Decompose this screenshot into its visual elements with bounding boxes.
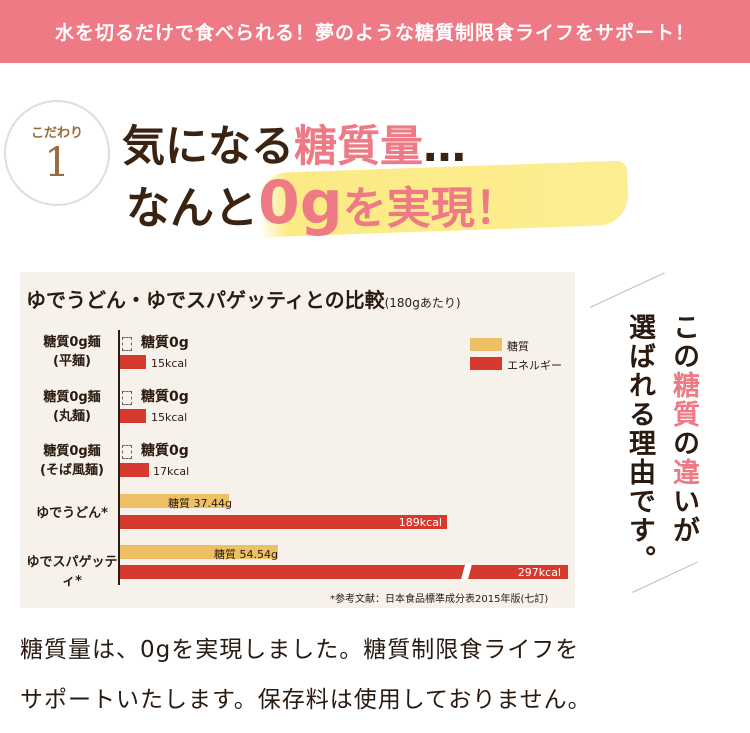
bar-energy-soba xyxy=(120,463,150,477)
chart-panel xyxy=(20,272,575,608)
side-text-pink: 糖質 xyxy=(668,371,699,429)
zero-sugar-text-1: 糖質0g xyxy=(141,389,189,405)
zero-sugar-box-1 xyxy=(122,391,132,405)
legend-sugar: 糖質 xyxy=(507,340,529,353)
headline-line2: なんと0gを実現！ xyxy=(126,168,519,238)
side-text-a: この xyxy=(668,313,699,371)
zero-sugar-label-0: 糖質0g xyxy=(141,332,189,352)
row-label-flat: 糖質0g麺 (平麺) xyxy=(43,335,101,369)
divider-line-top xyxy=(590,272,665,308)
zero-sugar-box-2 xyxy=(122,445,132,459)
bar-sugar-udon xyxy=(120,494,229,508)
sugar-label-udon: 糖質 37.44g xyxy=(168,497,232,510)
row-label-round: 糖質0g麺 (丸麺) xyxy=(43,390,101,424)
zero-sugar-label-2: 糖質0g xyxy=(141,440,189,460)
headline-text-2: なんと xyxy=(126,183,258,234)
chart-axis xyxy=(118,330,120,585)
banner-text: 水を切るだけで食べられる！夢のような糖質制限食ライフをサポート！ xyxy=(54,22,695,44)
headline-text: 気になる xyxy=(122,122,294,172)
zero-sugar-box-0 xyxy=(122,337,132,351)
body-text-line2: サポートいたします。保存料は使用しておりません。 xyxy=(20,687,592,713)
zero-sugar-text-0: 糖質0g xyxy=(141,335,189,351)
sugar-label-spaghetti: 糖質 54.54g xyxy=(214,548,278,561)
kcal-label-spaghetti: 297kcal xyxy=(517,566,561,579)
headline-zero-g: 0g xyxy=(258,168,343,238)
kcal-label-udon: 189kcal xyxy=(398,516,442,529)
feature-badge: こだわり 1 xyxy=(4,100,110,206)
bar-sugar-spaghetti xyxy=(120,545,279,559)
row-label-udon: ゆでうどん* xyxy=(36,506,108,521)
badge-number: 1 xyxy=(44,140,70,186)
side-text-pink-2: 違 xyxy=(668,458,699,487)
body-text-line1: 糖質量は、0gを実現しました。糖質制限食ライフを xyxy=(20,637,580,663)
bar-energy-spaghetti xyxy=(120,565,568,579)
kcal-label-flat: 15kcal xyxy=(151,357,188,370)
bar-energy-flat xyxy=(120,355,146,369)
zero-sugar-text-2: 糖質0g xyxy=(141,443,189,459)
top-banner: 水を切るだけで食べられる！夢のような糖質制限食ライフをサポート！ xyxy=(0,0,750,63)
headline-highlight: 糖質量 xyxy=(294,122,423,172)
side-text-col1: この糖質の違いが xyxy=(664,313,703,545)
bar-energy-round xyxy=(120,409,146,423)
kcal-label-soba: 17kcal xyxy=(153,465,190,478)
legend-swatch-energy xyxy=(470,357,502,370)
chart-title: ゆでうどん・ゆでスパゲッティとの比較(180gあたり) xyxy=(26,284,461,313)
headline-ellipsis: … xyxy=(423,122,466,172)
legend-energy: エネルギー xyxy=(507,359,562,372)
legend-swatch-sugar xyxy=(470,338,502,351)
headline-line1: 気になる糖質量… xyxy=(122,112,466,174)
chart-reference: *参考文献：日本食品標準成分表2015年版(七訂) xyxy=(330,594,549,605)
chart-title-note: (180gあたり) xyxy=(384,296,461,310)
kcal-label-round: 15kcal xyxy=(151,411,188,424)
row-label-soba: 糖質0g麺 (そば風麺) xyxy=(40,444,104,478)
bar-energy-udon xyxy=(120,515,447,529)
chart-title-text: ゆでうどん・ゆでスパゲッティとの比較 xyxy=(26,288,385,312)
side-text-b: の xyxy=(668,429,699,458)
badge-label: こだわり xyxy=(30,126,83,141)
headline-achieve: を実現！ xyxy=(342,183,519,234)
row-label-spaghetti: ゆでスパゲッティ* xyxy=(26,555,118,589)
side-text-c: いが xyxy=(668,487,699,545)
zero-sugar-label-1: 糖質0g xyxy=(141,386,189,406)
side-text-col2: 選ばれる理由です。 xyxy=(624,313,655,574)
